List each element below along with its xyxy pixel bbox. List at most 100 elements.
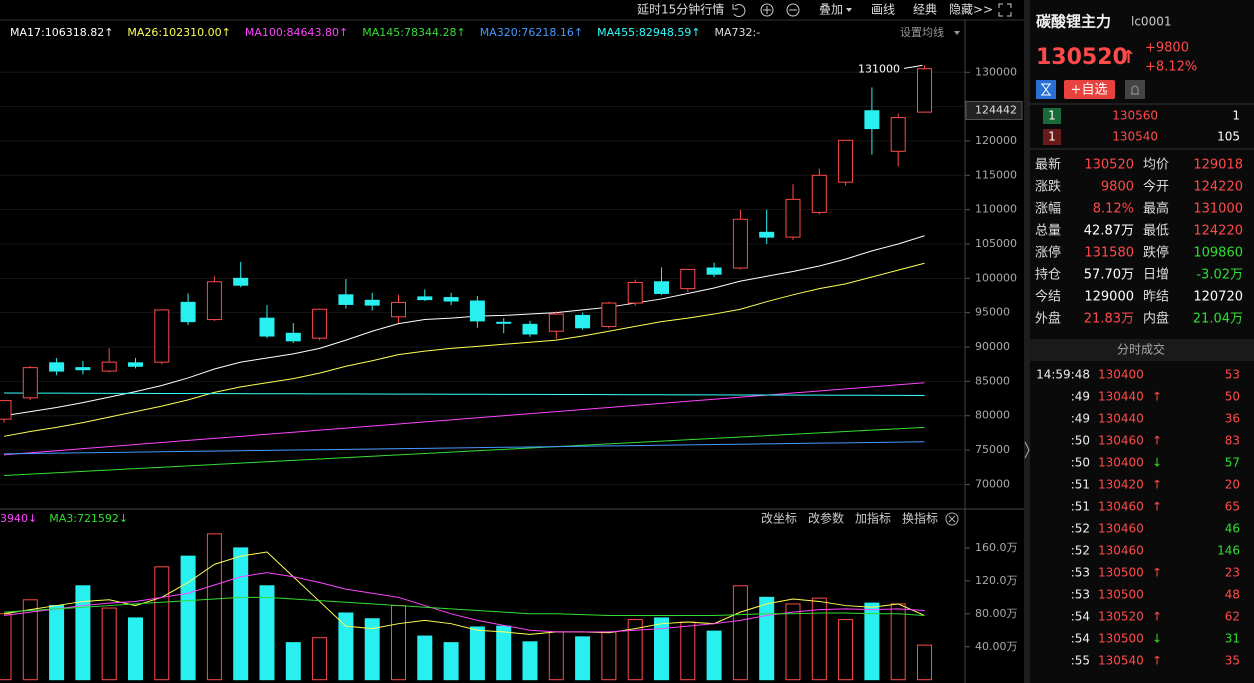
ma-legend: MA100:84643.80↑: [245, 26, 348, 39]
ma-setting[interactable]: 设置均线: [900, 25, 944, 39]
zoom-in[interactable]: [760, 3, 774, 17]
volume-bar: [785, 603, 801, 681]
candle-body: [601, 302, 617, 327]
volume-bar: [49, 605, 65, 681]
close-indicator[interactable]: [945, 512, 959, 526]
volume-bar: [601, 631, 617, 681]
y-tick-label: 160.0万: [975, 541, 1018, 554]
stat-label: 最低: [1143, 224, 1169, 239]
volume-ma-line: [3, 551, 925, 635]
indicator-button[interactable]: 换指标: [902, 511, 938, 526]
stat-value: 129000: [1084, 290, 1134, 305]
candle-body: [233, 277, 249, 286]
stat-label: 最新: [1035, 157, 1061, 173]
candle-body: [206, 281, 222, 321]
trade-direction: ↑: [1152, 390, 1162, 404]
trade-time: :50: [1071, 456, 1090, 470]
volume-bar: [627, 619, 643, 681]
trades-title: 分时成交: [1117, 342, 1165, 357]
volume-bar: [312, 637, 328, 681]
book-level-box: [1043, 108, 1061, 124]
volume-bar: [128, 617, 143, 681]
candle-body: [627, 281, 643, 304]
ma-line: [3, 441, 925, 455]
bell: [1131, 85, 1139, 95]
hide-button[interactable]: 隐藏>>: [949, 3, 993, 17]
trade-price: 130400: [1098, 456, 1144, 470]
trade-time: :51: [1071, 478, 1090, 492]
dropdown-caret: [954, 31, 960, 35]
y-tick-label: 40.00万: [975, 640, 1018, 653]
trade-time: :54: [1071, 632, 1090, 646]
volume-bar: [206, 533, 222, 681]
candle-body: [864, 110, 880, 130]
book-volume: 105: [1217, 130, 1240, 144]
volume-bar: [522, 641, 538, 681]
trade-volume: 50: [1225, 390, 1240, 404]
y-tick-label: 85000: [975, 374, 1010, 387]
volume-bar: [101, 607, 117, 681]
volume-bar: [469, 626, 485, 681]
book-price: 130540: [1112, 130, 1158, 144]
stat-value: 9800: [1101, 180, 1134, 195]
book-level-box: [1043, 129, 1061, 145]
y-tick-label: 70000: [975, 477, 1010, 490]
classic-button[interactable]: 经典: [913, 3, 937, 17]
dropdown-caret: [846, 8, 852, 12]
trade-volume: 48: [1225, 588, 1240, 602]
close-x: [948, 515, 956, 523]
stat-value: 21.83万: [1084, 312, 1134, 327]
volume-bar: [75, 585, 91, 681]
candle-body: [522, 323, 538, 335]
trade-time: :53: [1071, 566, 1090, 580]
stat-label: 昨结: [1143, 290, 1169, 305]
indicator-button[interactable]: 改参数: [808, 511, 844, 526]
stat-label: 日增: [1143, 268, 1169, 283]
trade-price: 130500: [1098, 566, 1144, 580]
y-tick-label: 80000: [975, 409, 1010, 422]
trade-price: 130460: [1098, 434, 1144, 448]
splitter[interactable]: [1024, 0, 1030, 683]
stat-label: 涨停: [1035, 245, 1061, 261]
candle-body: [101, 361, 117, 372]
trade-volume: 65: [1225, 500, 1240, 514]
trade-price: 130440: [1098, 390, 1144, 404]
indicator-button[interactable]: 加指标: [855, 511, 891, 526]
volume-ma-line: [3, 596, 925, 616]
candle-body: [811, 174, 827, 213]
stat-value: 42.87万: [1084, 224, 1134, 239]
ma-legend: MA26:102310.00↑: [127, 26, 230, 39]
trade-time: :50: [1071, 434, 1090, 448]
volume-bar: [233, 547, 249, 681]
alert-button[interactable]: [1125, 80, 1145, 99]
trade-volume: 53: [1225, 368, 1240, 382]
candle-body: [312, 308, 328, 339]
candle-body: [680, 268, 696, 290]
indicator-button[interactable]: 改坐标: [761, 512, 797, 526]
fullscreen-icon[interactable]: [998, 3, 1012, 17]
volume-bar: [22, 599, 38, 681]
volume-bar: [417, 635, 433, 681]
trade-time: 14:59:48: [1036, 368, 1090, 382]
ma-line: [3, 262, 925, 437]
stat-value: 131000: [1193, 202, 1243, 217]
watch-label[interactable]: +自选: [1071, 83, 1108, 98]
trade-direction: ↑: [1152, 478, 1162, 492]
volume-ma-line: [3, 572, 925, 633]
watch-button[interactable]: [1064, 80, 1115, 99]
ma-line: [3, 392, 925, 396]
trade-direction: ↑: [1152, 500, 1162, 514]
trade-time: :51: [1071, 500, 1090, 514]
trade-direction: ↑: [1152, 610, 1162, 624]
trade-time: :49: [1071, 412, 1090, 426]
draw-button[interactable]: 画线: [871, 3, 895, 17]
zoom-out[interactable]: [786, 3, 800, 17]
candle-body: [180, 301, 196, 323]
undo-icon[interactable]: [732, 4, 746, 18]
trade-time: :52: [1071, 544, 1090, 558]
candle-body: [443, 297, 459, 302]
splitter-arrow[interactable]: [1024, 441, 1030, 459]
candle-body: [0, 400, 12, 420]
stat-label: 均价: [1143, 158, 1169, 173]
overlay-button[interactable]: 叠加: [819, 3, 843, 17]
